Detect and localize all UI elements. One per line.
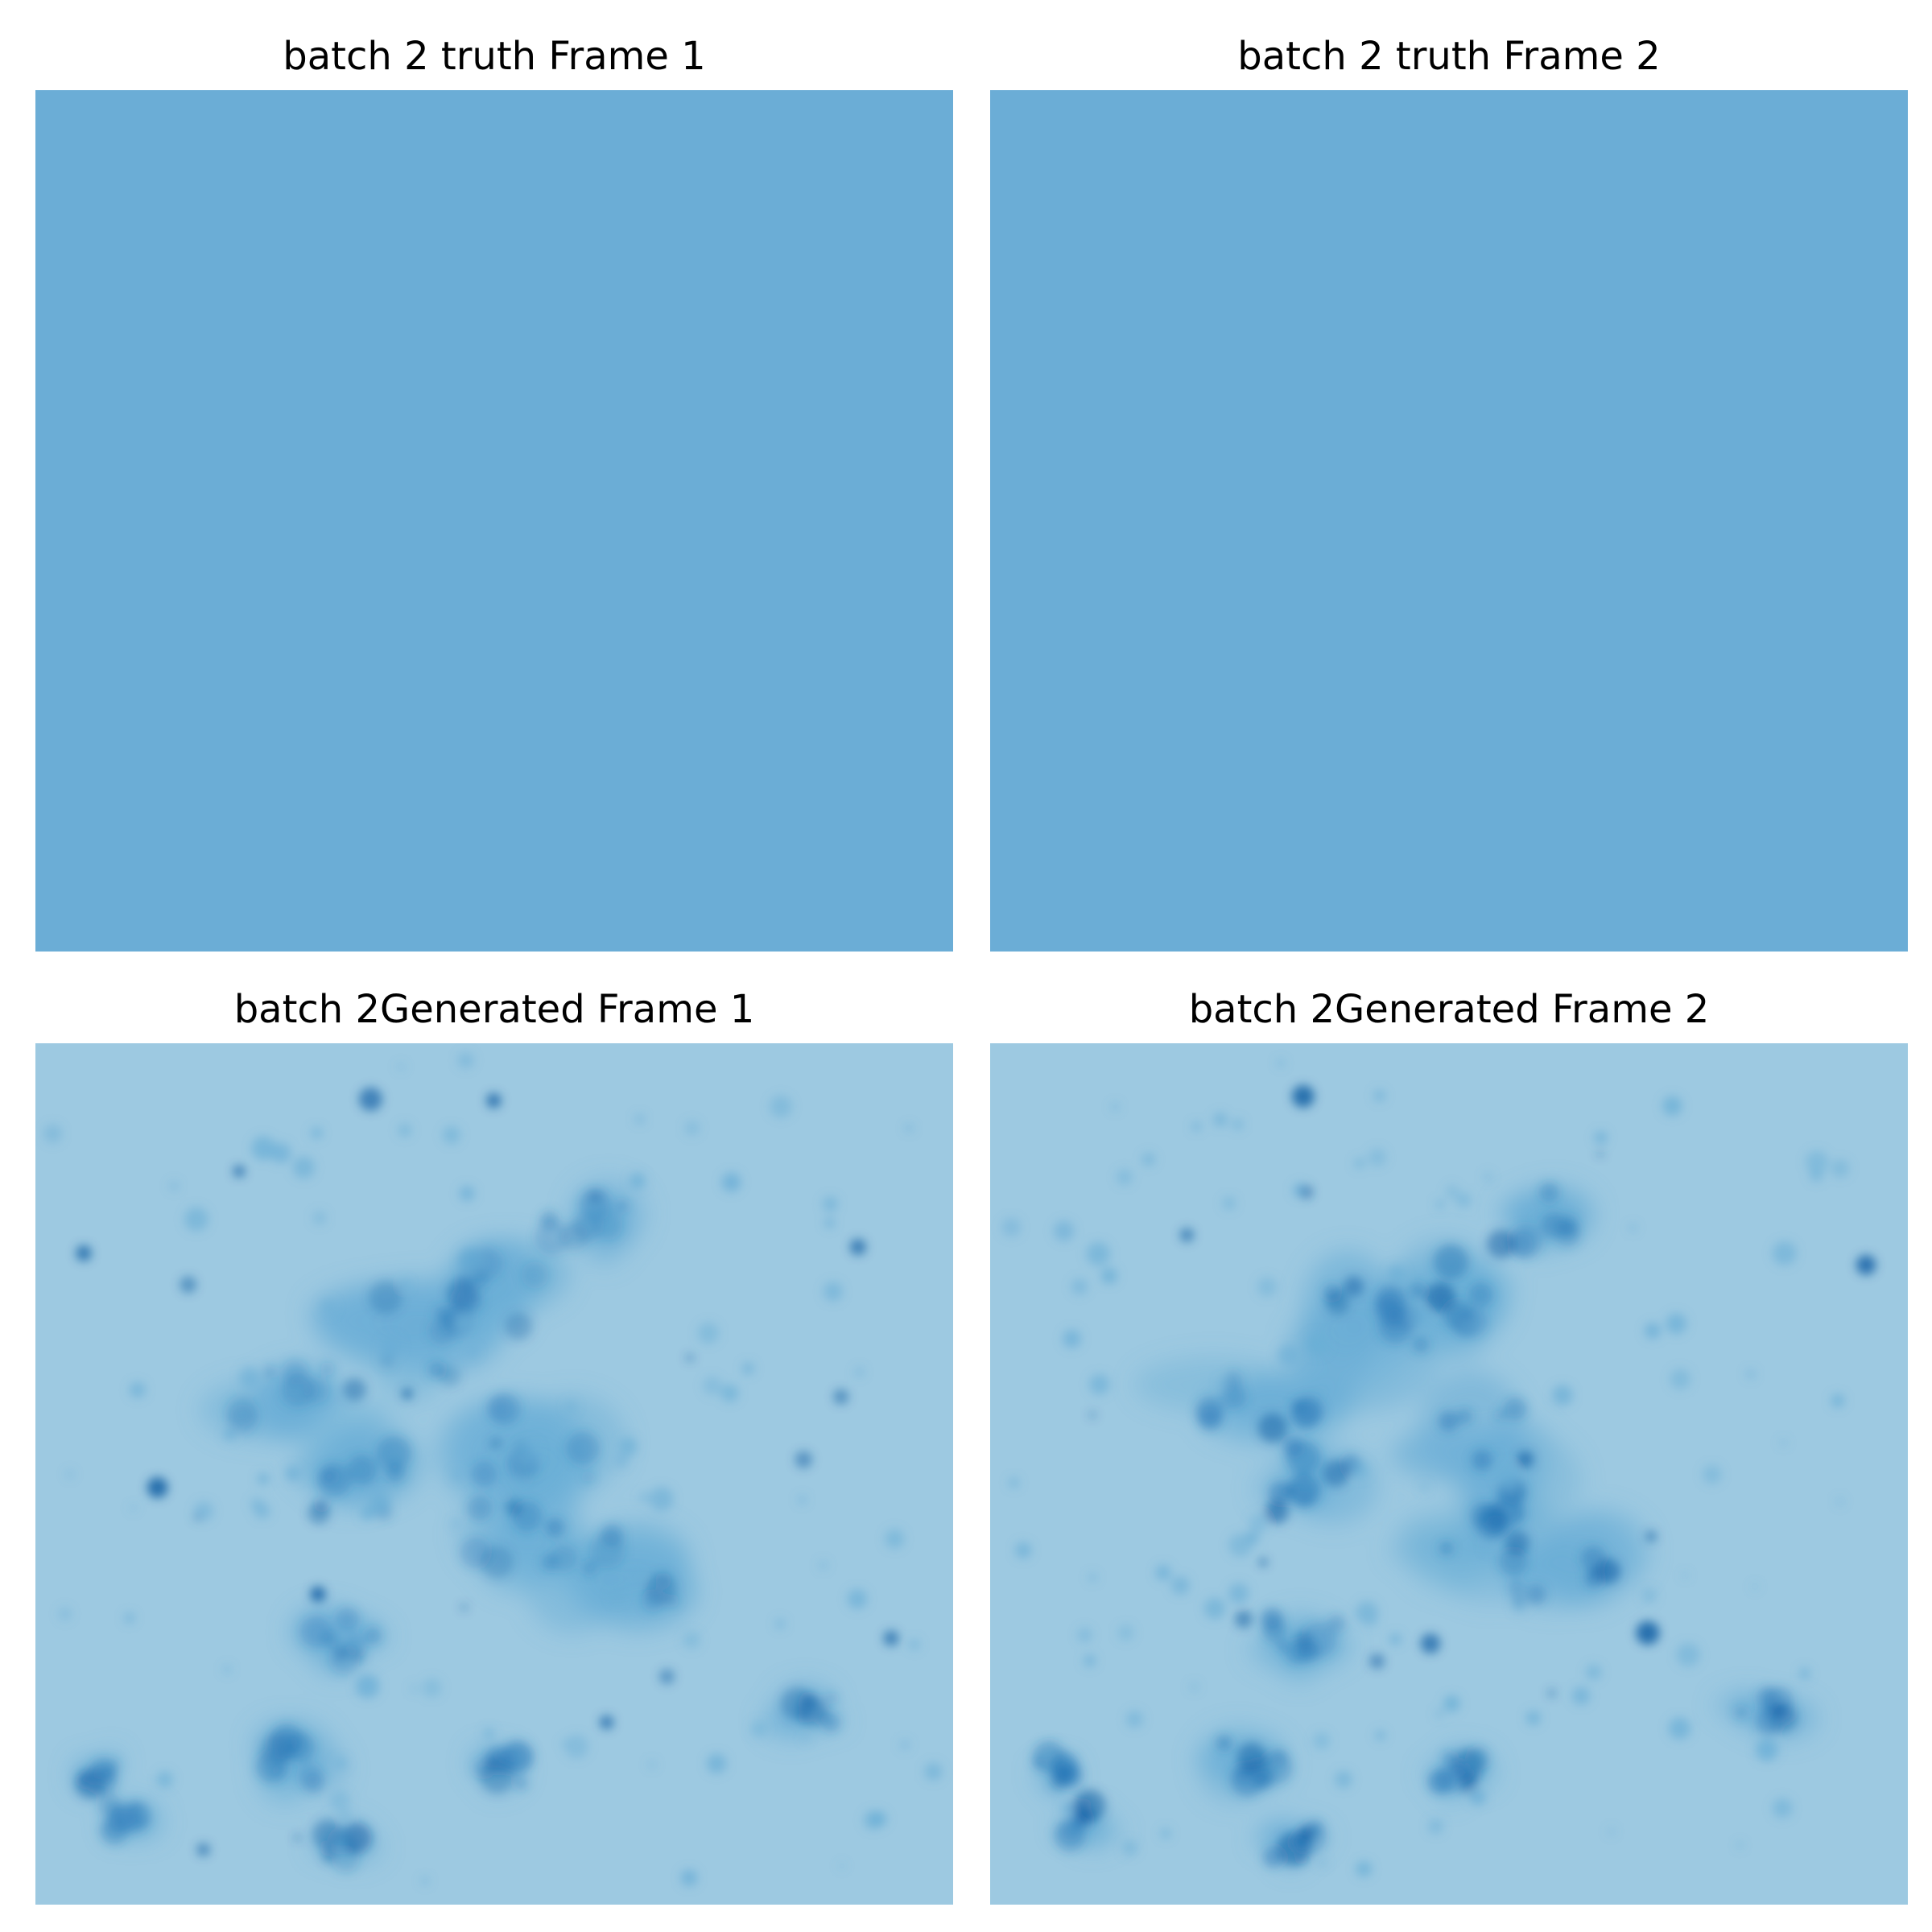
generated-frame-2-image [990,1043,1908,1905]
generated-frame-1-image [35,1043,953,1905]
panel-title-generated-frame-1: batch 2Generated Frame 1 [233,987,755,1032]
generated-frame-2-blobs [1001,1059,1876,1877]
truth-frame-1-fill [35,90,953,952]
truth-frame-2-fill [990,90,1908,952]
panel-title-generated-frame-2: batch 2Generated Frame 2 [1188,987,1710,1032]
truth-frame-1-image [35,90,953,952]
generated-frame-1-blobs [43,1052,943,1886]
panel-title-truth-frame-2: batch 2 truth Frame 2 [1237,34,1661,79]
panel-title-truth-frame-1: batch 2 truth Frame 1 [283,34,706,79]
truth-frame-2-image [990,90,1908,952]
